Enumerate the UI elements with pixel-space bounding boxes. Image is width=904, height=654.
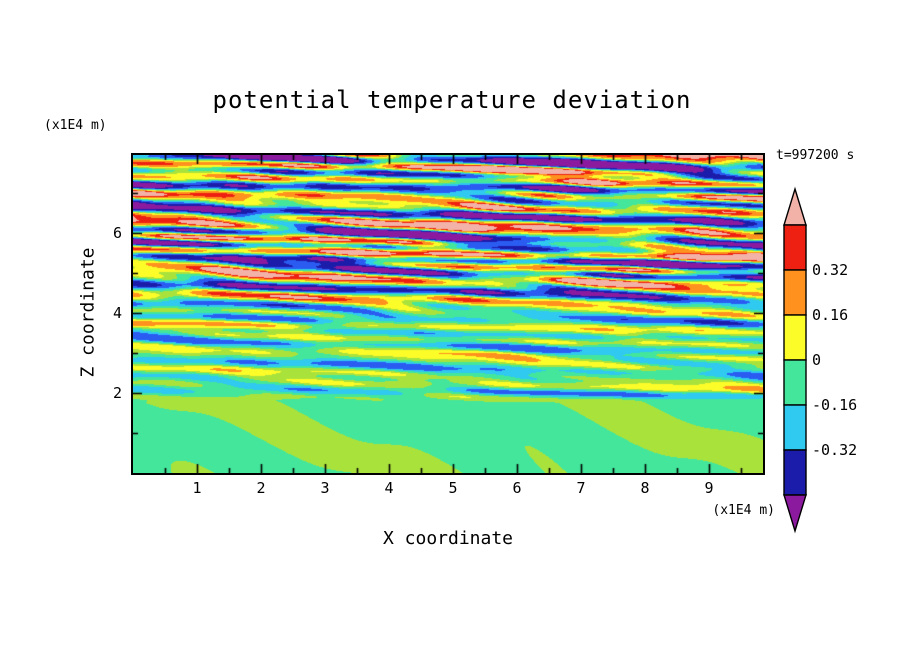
x-tick-label-9: 9 bbox=[704, 479, 714, 497]
z-tick-label-6: 6 bbox=[112, 224, 122, 242]
colorbar bbox=[783, 186, 807, 534]
z-tick-label-2: 2 bbox=[112, 384, 122, 402]
colorbar-band-orange bbox=[783, 269, 807, 316]
colorbar-label--0.32: -0.32 bbox=[812, 441, 858, 459]
z-tick-label-4: 4 bbox=[112, 304, 122, 322]
z-axis-unit-label: (x1E4 m) bbox=[44, 118, 107, 133]
colorbar-band-yellow bbox=[783, 314, 807, 361]
colorbar-label-0.16: 0.16 bbox=[812, 306, 849, 324]
x-tick-label-2: 2 bbox=[256, 479, 266, 497]
page-title: potential temperature deviation bbox=[212, 86, 692, 114]
x-axis-label: X coordinate bbox=[382, 528, 514, 549]
colorbar-label--0.16: -0.16 bbox=[812, 396, 858, 414]
colorbar-band-cyan bbox=[783, 404, 807, 451]
colorbar-band-green bbox=[783, 359, 807, 406]
plot-area bbox=[131, 153, 765, 475]
x-axis-unit-label: (x1E4 m) bbox=[712, 503, 775, 518]
field-canvas bbox=[133, 155, 763, 473]
colorbar-arrow-bottom bbox=[783, 494, 807, 534]
x-tick-label-4: 4 bbox=[384, 479, 394, 497]
colorbar-label-0.32: 0.32 bbox=[812, 261, 849, 279]
x-tick-label-5: 5 bbox=[448, 479, 458, 497]
colorbar-band-red bbox=[783, 224, 807, 271]
x-tick-label-7: 7 bbox=[576, 479, 586, 497]
x-tick-label-3: 3 bbox=[320, 479, 330, 497]
colorbar-arrow-top bbox=[783, 186, 807, 226]
x-tick-label-8: 8 bbox=[640, 479, 650, 497]
x-tick-label-1: 1 bbox=[192, 479, 202, 497]
x-tick-label-6: 6 bbox=[512, 479, 522, 497]
colorbar-label-0: 0 bbox=[812, 351, 822, 369]
colorbar-band-navy bbox=[783, 449, 807, 496]
timestamp-label: t=997200 s bbox=[776, 148, 855, 163]
